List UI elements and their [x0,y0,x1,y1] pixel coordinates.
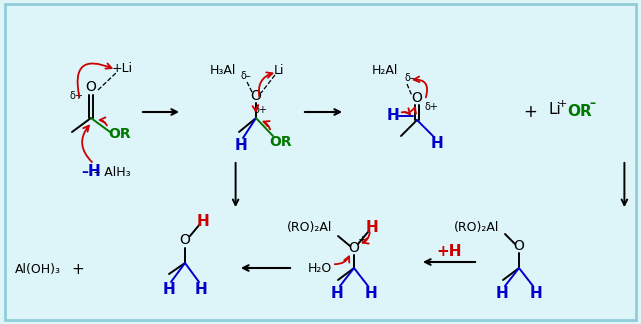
Text: +Li: +Li [112,62,133,75]
Text: +H: +H [437,245,462,260]
Text: –: – [81,165,88,179]
Text: H₂Al: H₂Al [372,64,398,76]
Text: O: O [513,239,524,253]
Text: H₃Al: H₃Al [210,64,236,76]
Text: O: O [412,91,422,105]
Text: δ+: δ+ [424,102,438,112]
Text: –: – [589,98,595,110]
Text: δ–: δ– [404,73,415,83]
Text: H: H [235,138,247,154]
Text: O: O [349,241,360,255]
Text: +: + [557,99,567,109]
Text: (RO)₂Al: (RO)₂Al [287,222,333,235]
Text: Li: Li [549,102,562,118]
Text: H₂O: H₂O [308,261,332,274]
Text: H: H [331,286,344,302]
Text: OR: OR [109,127,131,141]
Text: OR: OR [270,135,292,149]
Text: O: O [85,80,96,94]
Text: (RO)₂Al: (RO)₂Al [454,222,500,235]
Text: Li: Li [274,64,284,76]
Text: +: + [523,103,537,121]
Text: H: H [365,286,378,302]
Text: O: O [179,233,190,247]
Text: Al(OH)₃: Al(OH)₃ [15,263,61,276]
Text: H: H [495,286,508,302]
Text: H: H [387,109,399,123]
Text: +: + [357,235,367,245]
Text: H: H [431,135,444,151]
Text: δ+: δ+ [253,105,267,115]
Text: H: H [88,165,101,179]
Text: H: H [529,286,542,302]
Text: H: H [365,221,378,236]
Text: OR: OR [568,105,592,120]
Text: +: + [72,262,85,277]
Text: O: O [251,89,262,103]
Text: H: H [197,214,210,229]
Text: δ+: δ+ [69,91,83,101]
Text: δ–: δ– [240,71,251,81]
Text: H: H [163,283,176,297]
Text: – AlH₃: – AlH₃ [94,166,130,179]
Text: H: H [195,283,208,297]
